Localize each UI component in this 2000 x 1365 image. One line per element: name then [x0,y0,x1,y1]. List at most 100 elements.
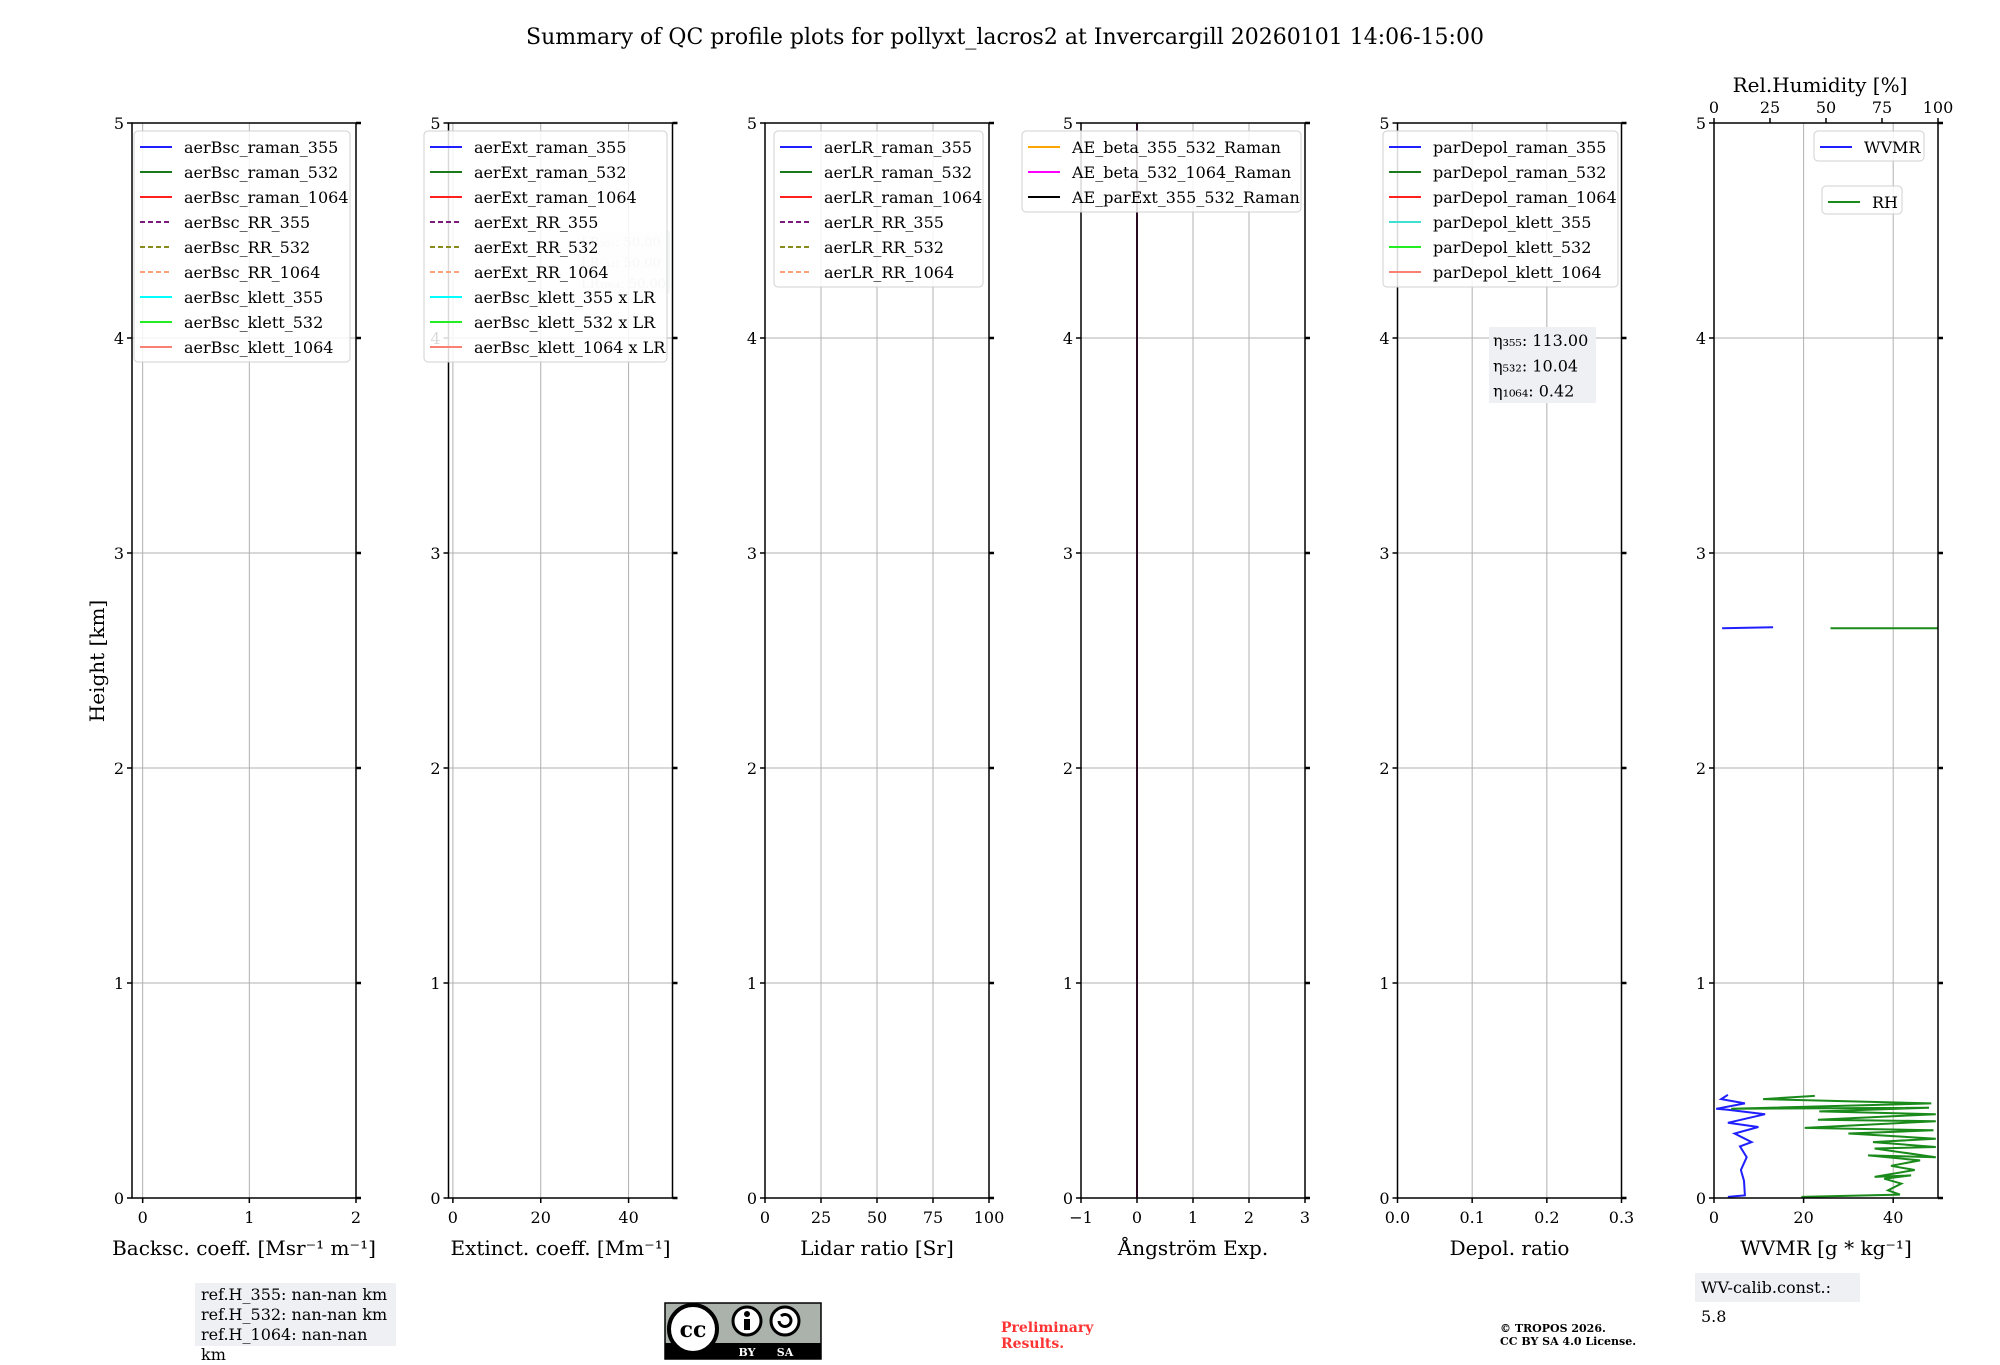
y-tick-label: 1 [114,974,124,993]
legend-entry: aerBsc_raman_1064 [184,188,349,207]
ref-height-532: ref.H_532: nan-nan km [201,1305,388,1324]
y-tick-label: 4 [747,329,757,348]
x-tick-label: 40 [1883,1208,1903,1227]
x-tick-label: −1 [1069,1208,1093,1227]
y-tick-label: 3 [114,544,124,563]
preliminary-line-1: Preliminary [1001,1320,1094,1336]
annotation-text: η₁₀₆₄: 0.42 [1493,382,1574,401]
panel-1: 0 1 2 3 4 5 0 1 2 Backsc. coeff. [Msr⁻¹ m⁻¹] aerBs… [112,114,376,1260]
legend: aerLR_raman_355 aerLR_raman_532 aerLR_rama… [773,130,984,288]
legend-entry: aerLR_RR_1064 [824,263,954,282]
legend-entry: aerExt_raman_532 [474,163,627,182]
x-tick-label: 2 [351,1208,361,1227]
y-tick-label: 5 [430,114,440,133]
y-tick-label: 5 [1063,114,1073,133]
legend-entry: aerExt_RR_1064 [474,263,609,282]
legend-entry: aerBsc_RR_355 [184,213,310,232]
legend-entry: aerBsc_klett_355 [184,288,323,307]
top-x-tick-label: 0 [1709,98,1719,117]
x-axis-label: WVMR [g * kg⁻¹] [1740,1236,1912,1260]
svg-text:SA: SA [777,1346,794,1359]
legend-entry: aerBsc_RR_532 [184,238,310,257]
legend-entry: aerExt_RR_532 [474,238,598,257]
y-tick-label: 3 [1379,544,1389,563]
top-x-tick-label: 25 [1760,98,1780,117]
annotation-text: η₃₅₅: 113.00 [1493,331,1588,350]
legend-entry: aerBsc_klett_532 [184,313,323,332]
legend-entry: aerLR_RR_532 [824,238,944,257]
series-line-wvmr_2.65km [1722,626,1774,630]
legend: aerBsc_raman_355 aerBsc_raman_532 aerBsc_r… [133,130,351,363]
legend-entry: WVMR [1864,138,1921,157]
top-x-axis-label: Rel.Humidity [%] [1733,73,1908,97]
y-tick-label: 0 [1379,1189,1389,1208]
legend-frame [1821,185,1903,215]
y-tick-label: 0 [1063,1189,1073,1208]
legend-frame [1813,130,1925,162]
y-tick-label: 2 [1696,759,1706,778]
panel-2: 01234502040Extinct. coeff. [Mm⁻¹]LR₃₅₅: … [423,114,678,1260]
legend: AE_beta_355_532_Raman AE_beta_532_1064_Ra… [1021,130,1302,213]
series-line-rh [1731,1094,1936,1198]
legend-entry: aerLR_raman_355 [824,138,972,157]
copyright-line-1: © TROPOS 2026. [1500,1322,1606,1335]
top-x-tick-label: 50 [1816,98,1836,117]
y-tick-label: 1 [1063,974,1073,993]
x-tick-label: 50 [867,1208,887,1227]
legend-entry: AE_beta_355_532_Raman [1071,138,1281,157]
axes-frame [1396,122,1623,1199]
x-axis-label: Lidar ratio [Sr] [800,1236,954,1260]
y-tick-label: 0 [430,1189,440,1208]
figure-title: Summary of QC profile plots for pollyxt_… [526,25,1484,50]
y-tick-label: 4 [114,329,124,348]
x-tick-label: 0 [760,1208,770,1227]
y-tick-label: 2 [1379,759,1389,778]
x-axis-label: Ångström Exp. [1117,1235,1268,1260]
legend-entry: aerBsc_klett_1064 x LR [474,338,666,357]
legend-entry: AE_beta_532_1064_Raman [1071,163,1291,182]
legend-entry: aerLR_raman_532 [824,163,972,182]
wv-calib-constant: WV-calib.const.: 5.8 [1695,1273,1860,1326]
y-tick-label: 0 [114,1189,124,1208]
x-tick-label: 0 [1709,1208,1719,1227]
y-tick-label: 2 [114,759,124,778]
ref-height-355: ref.H_355: nan-nan km [201,1285,388,1304]
annotation-text: η₅₃₂: 10.04 [1493,356,1578,375]
y-tick-label: 1 [747,974,757,993]
legend: parDepol_raman_355 parDepol_raman_532 parD… [1382,130,1619,288]
panel-5: 0 1 2 3 4 5 0.0 0.1 0.2 0.3 Depol. ratio η₃₅₅: 113.… [1379,114,1634,1260]
legend-entry: aerExt_RR_355 [474,213,598,232]
legend-entry: aerBsc_raman_355 [184,138,338,157]
series-line-wvmr [1716,1093,1766,1198]
legend-frame [773,130,984,288]
x-tick-label: 0 [138,1208,148,1227]
legend-entry: aerBsc_raman_532 [184,163,338,182]
x-tick-label: 40 [618,1208,638,1227]
x-tick-label: 0.2 [1534,1208,1559,1227]
legend-frame [423,130,668,363]
y-tick-label: 5 [1379,114,1389,133]
y-tick-label: 4 [1063,329,1073,348]
svg-text:BY: BY [739,1346,756,1359]
x-tick-label: 0 [1132,1208,1142,1227]
axes-frame [447,122,674,1199]
x-tick-label: 3 [1300,1208,1310,1227]
legend-entry: parDepol_raman_355 [1433,138,1606,157]
y-tick-label: 0 [1696,1189,1706,1208]
axes-frame [131,122,357,1199]
axes-frame [1713,122,1939,1199]
legend-entry: aerLR_raman_1064 [824,188,982,207]
y-tick-label: 1 [430,974,440,993]
y-tick-label: 5 [1696,114,1706,133]
y-axis-label: Height [km] [85,600,109,722]
top-x-tick-label: 100 [1923,98,1954,117]
y-tick-label: 3 [430,544,440,563]
x-tick-label: 0.0 [1385,1208,1410,1227]
x-axis-label: Backsc. coeff. [Msr⁻¹ m⁻¹] [112,1236,376,1260]
legend-entry: aerBsc_klett_1064 [184,338,333,357]
x-tick-label: 0 [448,1208,458,1227]
legend-entry: aerBsc_klett_532 x LR [474,313,656,332]
legend-entry: parDepol_klett_355 [1433,213,1591,232]
